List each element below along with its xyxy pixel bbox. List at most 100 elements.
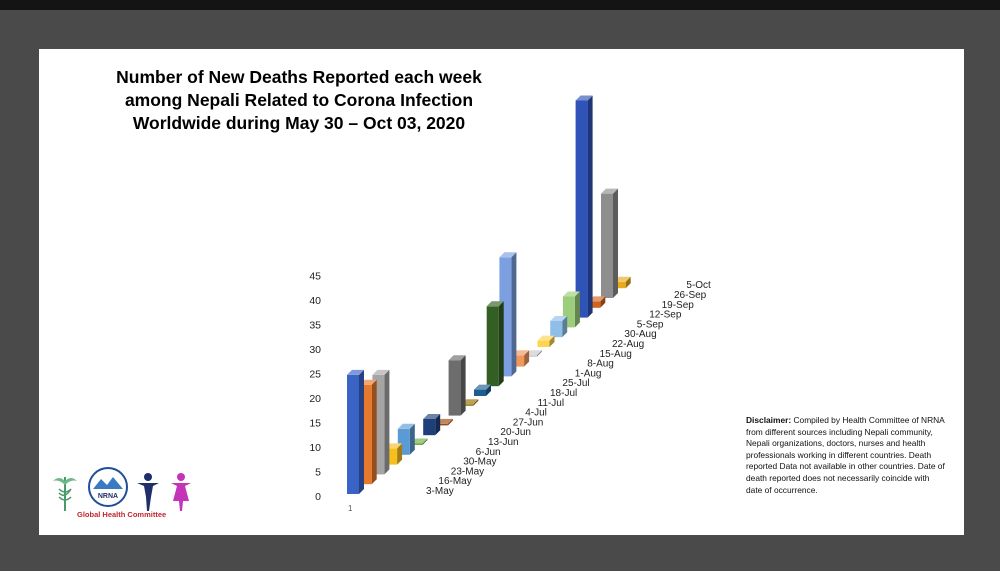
bar-top <box>601 188 618 194</box>
bar-side <box>359 369 364 494</box>
bar-side <box>486 384 491 396</box>
bar <box>448 360 461 416</box>
bar-top <box>397 423 415 429</box>
bar-chart: 0 5 10 15 20 25 30 35 40 45 3-May16-May23-May30-Ma… <box>309 95 711 503</box>
category-label: 15-Aug <box>600 349 632 360</box>
title-line-1: Number of New Deaths Reported each week <box>116 67 482 87</box>
y-tick-label: 25 <box>309 369 321 381</box>
category-label: 23-May <box>451 466 484 477</box>
category-label: 18-Jul <box>550 388 577 399</box>
bar-top <box>499 252 517 258</box>
y-tick-label: 15 <box>309 418 321 430</box>
bar <box>550 321 563 338</box>
category-label: 27-Jun <box>513 417 544 428</box>
bar-top <box>537 335 555 341</box>
global-health-committee-label: Global Health Committee <box>77 510 167 519</box>
y-tick-label: 0 <box>315 491 321 503</box>
disclaimer: Disclaimer: Compiled by Health Committee… <box>746 415 946 496</box>
category-label: 13-Jun <box>488 437 519 448</box>
category-label: 3-May <box>426 486 454 497</box>
bar <box>461 404 474 406</box>
bar <box>524 355 537 357</box>
bar-top <box>423 414 441 419</box>
bar-side <box>549 335 555 347</box>
slide-number: 1 <box>348 504 353 513</box>
category-label: 6-Jun <box>476 447 501 458</box>
bar-side <box>613 188 618 298</box>
disclaimer-label: Disclaimer: <box>746 415 792 425</box>
bar <box>435 423 448 426</box>
y-tick-label: 20 <box>309 393 321 405</box>
title-line-2: among Nepali Related to Corona Infection <box>124 90 474 110</box>
bar-side <box>460 355 466 416</box>
nrna-logo-icon: NRNA <box>88 467 128 507</box>
bar <box>601 193 613 298</box>
bar-side <box>371 379 377 485</box>
bar-side <box>473 399 479 406</box>
bar-side <box>409 423 415 455</box>
female-figure-icon <box>171 473 191 511</box>
caduceus-icon <box>53 477 77 511</box>
bar <box>347 374 359 494</box>
bar-side <box>447 418 453 426</box>
window-top-band <box>0 0 1000 10</box>
bar-side <box>524 350 530 367</box>
bar-side <box>397 443 403 465</box>
y-tick-label: 30 <box>309 344 321 356</box>
category-label: 25-Jul <box>562 378 589 389</box>
bar-top <box>486 301 504 307</box>
bar-side <box>562 316 568 338</box>
bar <box>537 340 550 347</box>
y-tick-label: 35 <box>309 320 321 332</box>
bar-side <box>574 291 580 328</box>
bar <box>474 389 486 396</box>
bar-side <box>498 301 504 387</box>
male-figure-icon <box>137 473 159 511</box>
bar-side <box>587 95 593 318</box>
bar-side <box>422 438 428 445</box>
category-label: 30-May <box>463 457 496 468</box>
bar-top <box>347 369 364 375</box>
y-tick-label: 40 <box>309 295 321 307</box>
bar-top <box>448 355 466 361</box>
bar <box>486 306 499 387</box>
bar-side <box>511 252 517 377</box>
bar-top <box>562 291 580 297</box>
category-label: 5-Sep <box>637 319 664 330</box>
slide: Number of New Deaths Reported each week … <box>39 49 964 535</box>
category-label: 4-Jul <box>525 408 547 419</box>
bar <box>512 355 525 367</box>
bar-side <box>384 369 390 475</box>
logo-group: NRNA <box>53 467 191 511</box>
category-label: 12-Sep <box>649 310 682 321</box>
bar <box>588 301 601 308</box>
y-tick-label: 10 <box>309 442 321 454</box>
bar <box>423 419 436 436</box>
bar-top <box>550 316 568 321</box>
bar-side <box>600 296 606 308</box>
category-label: 19-Sep <box>662 300 695 311</box>
bar <box>575 100 588 318</box>
svg-text:NRNA: NRNA <box>98 493 118 500</box>
disclaimer-text: Compiled by Health Committee of NRNA fro… <box>746 415 945 495</box>
title-line-3: Worldwide during May 30 – Oct 03, 2020 <box>132 113 466 133</box>
y-tick-label: 45 <box>309 271 321 283</box>
bar-top <box>474 384 491 390</box>
bar-side <box>435 414 441 436</box>
bar-top <box>575 95 593 101</box>
category-label: 16-May <box>438 476 471 487</box>
category-label: 11-Jul <box>538 398 565 409</box>
bar-side <box>625 276 631 289</box>
category-label: 22-Aug <box>612 339 644 350</box>
category-label: 30-Aug <box>624 329 656 340</box>
bar-side <box>536 350 542 357</box>
chart-title: Number of New Deaths Reported each week … <box>39 66 559 135</box>
category-label: 26-Sep <box>674 290 707 301</box>
category-label: 1-Aug <box>575 368 602 379</box>
bar <box>410 443 423 445</box>
category-label: 5-Oct <box>686 280 711 291</box>
bar <box>613 281 626 289</box>
bar-top <box>372 369 390 375</box>
category-label: 8-Aug <box>587 359 614 370</box>
category-label: 20-Jun <box>500 427 531 438</box>
